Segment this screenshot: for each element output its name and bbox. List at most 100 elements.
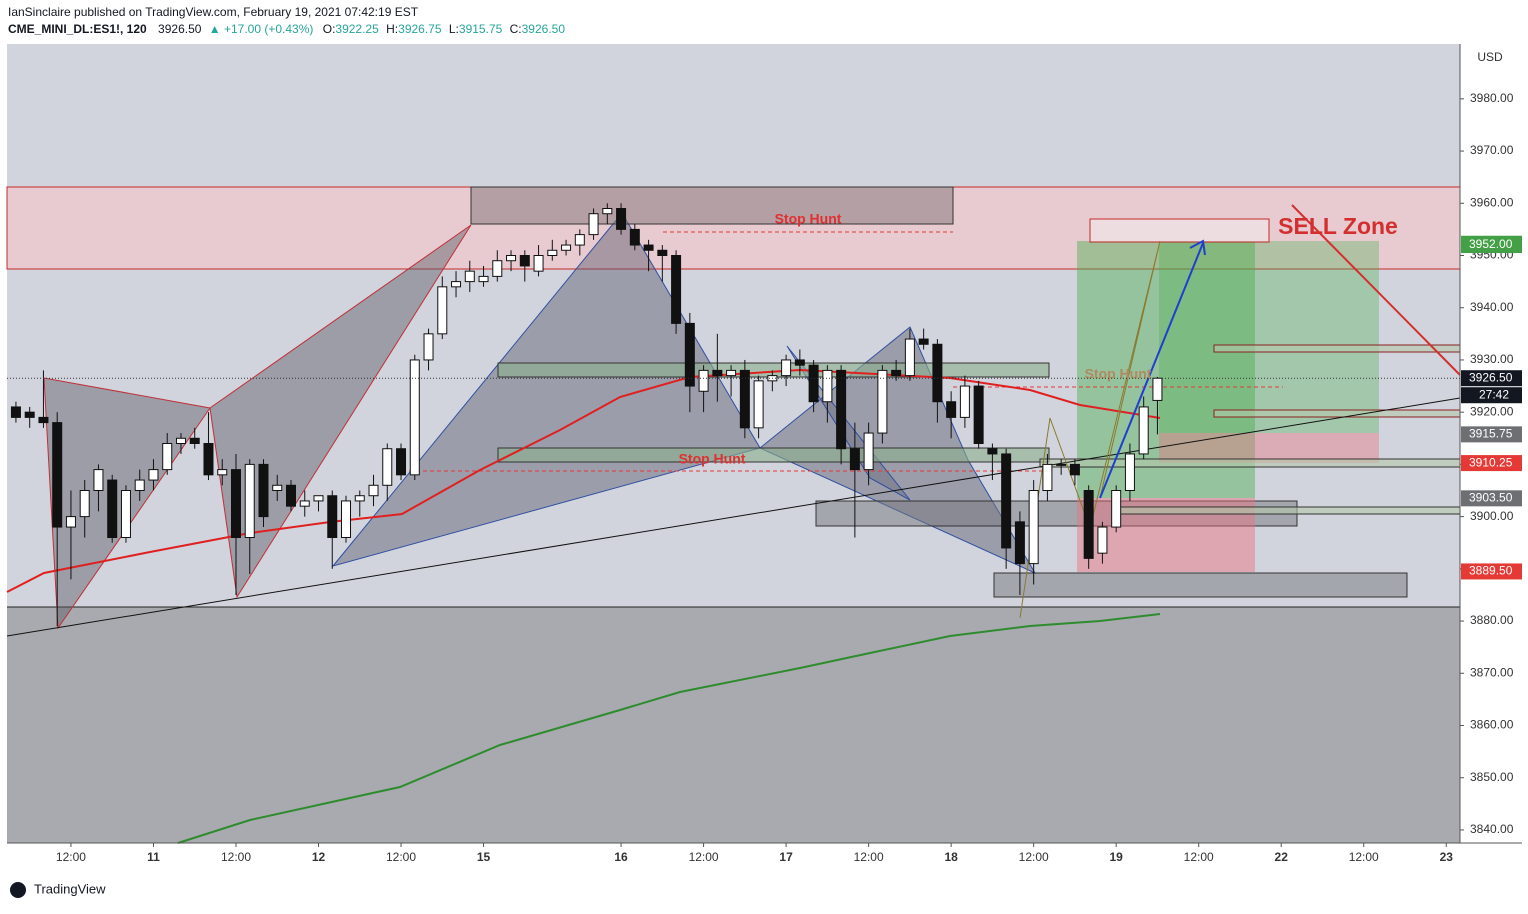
candle-body [987,448,998,455]
price-label-bg [1461,426,1522,443]
candle-body [643,244,654,251]
candle-body [354,495,365,502]
price-label: 3915.75 [1469,427,1513,441]
symbol: CME_MINI_DL:ES1!, 120 [8,22,147,36]
candle-body [134,479,145,491]
candle-body [781,359,792,377]
price-label: 3889.50 [1469,564,1513,578]
candle-body [409,359,420,476]
candle-body [368,484,379,497]
candle-body [285,484,296,507]
zone-box [1117,506,1461,515]
zone-box [1089,218,1270,243]
candle-body [891,369,902,377]
x-tick-label: 12:00 [56,850,86,864]
candle-body [1028,490,1039,565]
candle-body [451,281,462,288]
candle-body [65,516,76,528]
candle-body [863,432,874,471]
candle-body [904,338,915,377]
candle-body [107,479,118,538]
countdown-bg [1461,387,1522,404]
h-label: H: [386,22,398,36]
moving-average [6,368,1161,593]
candle-body [327,495,338,539]
candle-body [1124,453,1135,492]
x-tick-label: 19 [1109,850,1123,864]
x-tick-label: 18 [944,850,958,864]
candle-body [1014,521,1025,565]
candle-body [726,369,737,377]
moving-average [177,613,1161,844]
y-tick-label: 3840.00 [1470,822,1514,836]
candle-body [506,255,517,262]
candle-body [684,322,695,387]
candle-body [712,369,723,377]
lower-zone [7,607,1460,843]
candle-body [574,234,585,246]
close: 3926.50 [522,22,566,36]
candle-body [753,380,764,429]
candle-body [1152,377,1163,401]
annotation: Stop Hunt [679,451,746,467]
candle-body [1001,453,1012,549]
y-tick-label: 3860.00 [1470,718,1514,732]
x-tick-label: 17 [779,850,793,864]
pattern [209,224,472,599]
price-label: 3952.00 [1469,237,1513,251]
candles [10,203,1163,627]
candle-body [244,463,255,538]
stop-area [1159,433,1379,463]
x-tick-label: 12:00 [1019,850,1049,864]
y-tick-label: 3850.00 [1470,770,1514,784]
candle-body [437,286,448,335]
candle-body [973,385,984,444]
y-tick-label: 3880.00 [1470,613,1514,627]
y-tick-label: 3930.00 [1470,352,1514,366]
x-tick-label: 12:00 [221,850,251,864]
y-tick-label: 3900.00 [1470,509,1514,523]
zone-box [1213,344,1461,353]
y-tick-label: 3980.00 [1470,91,1514,105]
candle-body [464,270,475,283]
target-area [1159,241,1379,433]
zone-box [497,447,1050,463]
publisher: IanSinclaire published on TradingView.co… [8,5,419,19]
x-tick-label: 12:00 [854,850,884,864]
candle-body [341,500,352,539]
candle-body [313,495,324,502]
x-tick-label: 12:00 [1349,850,1379,864]
price-label-bg [1461,455,1522,472]
candle-body [836,369,847,450]
candle-body [148,469,159,481]
candle-body [671,255,682,324]
candle-body [588,213,599,236]
candle-body [877,369,888,434]
zone-box [1213,409,1461,418]
symbol-line: CME_MINI_DL:ES1!, 120 3926.50 ▲ +17.00 (… [8,22,565,36]
price-label-bg [1461,563,1522,580]
candle-body [561,244,572,251]
target-area [1077,241,1255,498]
change: ▲ +17.00 (+0.43%) [209,22,314,36]
y-tick-label: 3970.00 [1470,143,1514,157]
y-tick-label: 3870.00 [1470,665,1514,679]
candle-body [478,275,489,283]
price-label: 3903.50 [1469,491,1513,505]
candle-body [739,369,750,429]
price-label: 3926.50 [1469,370,1513,384]
c-label: C: [510,22,522,36]
candle-body [272,484,283,491]
arrow-head [1189,239,1206,256]
y-tick-label: 3960.00 [1470,195,1514,209]
currency: USD [1477,50,1503,64]
candle-body [1111,490,1122,528]
annotation: Stop Hunt [1085,366,1152,382]
x-tick-label: 12:00 [386,850,416,864]
x-tick-label: 11 [147,850,160,864]
brand[interactable]: TradingView [34,881,106,896]
logo [10,882,26,898]
candle-body [932,343,943,403]
candle-body [52,422,63,528]
zone-box [497,362,1050,378]
